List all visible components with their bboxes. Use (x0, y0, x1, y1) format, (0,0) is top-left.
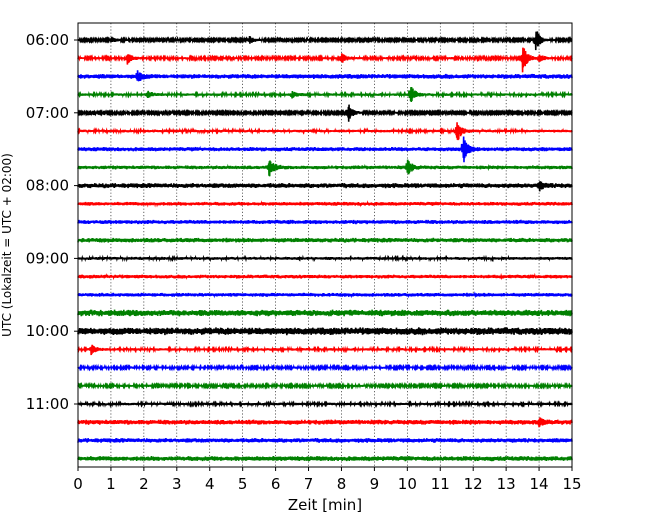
x-tick-label: 9 (370, 475, 380, 493)
x-tick-label: 5 (238, 475, 248, 493)
plot-frame (77, 22, 573, 468)
seismic-trace (77, 381, 573, 390)
seismic-trace (77, 122, 573, 141)
x-tick-label: 6 (271, 475, 281, 493)
seismic-trace (77, 399, 573, 408)
seismic-trace (77, 47, 573, 73)
seismic-trace (77, 309, 573, 317)
y-tick-label: 06:00 (26, 31, 69, 49)
y-tick-label: 08:00 (26, 177, 69, 195)
grid-layer (110, 23, 540, 467)
x-tick-label: 4 (205, 475, 215, 493)
y-tick-label: 11:00 (26, 395, 69, 413)
seismic-trace (77, 86, 573, 102)
x-tick-label: 1 (106, 475, 116, 493)
seismic-trace (77, 237, 573, 243)
y-ticks: 06:00 07:00 08:00 09:00 10:00 11:00 (26, 31, 78, 413)
seismic-trace (77, 417, 573, 428)
seismic-trace (77, 219, 573, 225)
seismic-trace (77, 136, 573, 163)
seismic-trace (77, 272, 573, 281)
seismic-trace (77, 200, 573, 208)
x-tick-label: 3 (172, 475, 182, 493)
seismic-trace (77, 437, 573, 443)
trace-layer (77, 31, 573, 462)
x-tick-label: 12 (464, 475, 483, 493)
seismic-trace (77, 70, 573, 82)
y-tick-label: 09:00 (26, 249, 69, 267)
x-tick-label: 11 (431, 475, 450, 493)
y-axis-label: UTC (Lokalzeit = UTC + 02:00) (0, 153, 14, 337)
seismic-trace (77, 291, 573, 299)
seismic-trace (77, 31, 573, 51)
x-tick-label: 14 (530, 475, 549, 493)
x-tick-label: 7 (304, 475, 314, 493)
seismic-trace (77, 327, 573, 336)
x-tick-label: 8 (337, 475, 347, 493)
x-axis-label: Zeit [min] (288, 496, 362, 514)
seismic-trace (77, 104, 573, 122)
seismic-trace (77, 181, 573, 192)
seismic-trace (77, 254, 573, 263)
x-tick-label: 10 (398, 475, 417, 493)
seismic-trace (77, 363, 573, 372)
x-tick-label: 15 (562, 475, 581, 493)
x-tick-label: 13 (497, 475, 516, 493)
y-tick-label: 10:00 (26, 322, 69, 340)
x-tick-label: 2 (139, 475, 149, 493)
seismic-trace (77, 455, 573, 462)
y-tick-label: 07:00 (26, 104, 69, 122)
seismic-trace (77, 159, 573, 177)
x-tick-label: 0 (73, 475, 83, 493)
seismic-trace (77, 344, 573, 356)
x-ticks: 0 1 2 3 4 5 6 7 8 9 10 11 12 13 14 15 (73, 467, 582, 493)
